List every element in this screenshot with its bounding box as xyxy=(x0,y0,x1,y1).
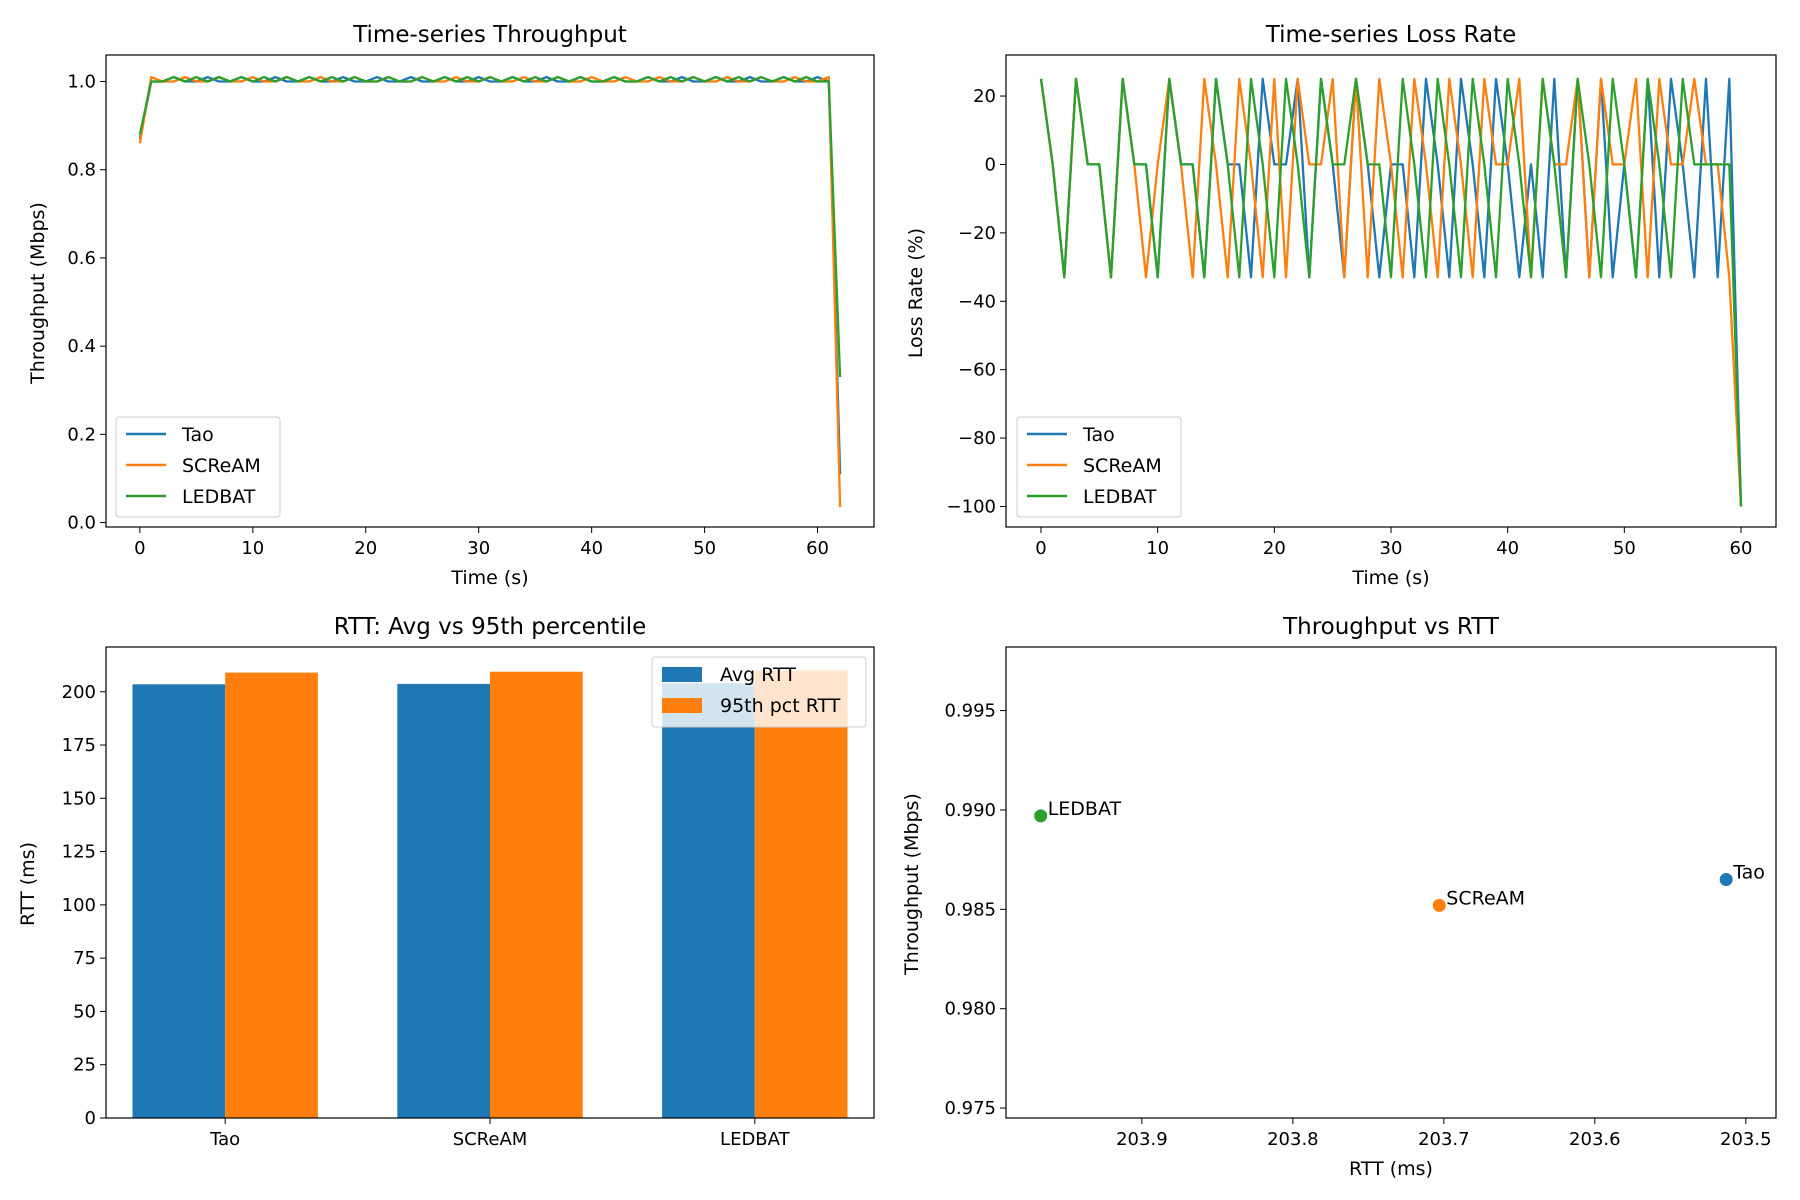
x-tick-label: 40 xyxy=(1496,538,1519,559)
throughput-plot-ylabel: Throughput (Mbps) xyxy=(27,202,49,385)
bar-95th-pct-rtt-ledbat xyxy=(754,670,848,1118)
scatter-point-scream xyxy=(1432,898,1446,912)
legend-label-ledbat: LEDBAT xyxy=(182,486,256,508)
y-tick-label: 0.4 xyxy=(67,336,96,357)
y-tick-label: 0.990 xyxy=(944,800,996,821)
series-line-ledbat xyxy=(1039,77,1743,507)
legend-swatch-avg-rtt xyxy=(662,667,702,682)
bar-avg-rtt-scream xyxy=(397,683,490,1118)
rtt-plot-title: RTT: Avg vs 95th percentile xyxy=(334,614,647,640)
y-tick-label: 50 xyxy=(73,1001,96,1022)
legend-label-95th-rtt: 95th pct RTT xyxy=(720,695,841,717)
y-tick-label: 0.980 xyxy=(944,999,996,1020)
y-tick-label: 0.0 xyxy=(67,513,96,534)
x-tick-label: 60 xyxy=(1730,538,1753,559)
legend-label-avg-rtt: Avg RTT xyxy=(720,664,796,686)
y-tick-label: 20 xyxy=(973,86,996,107)
y-tick-label: 0.6 xyxy=(67,248,96,269)
rtt-legend: Avg RTT 95th pct RTT xyxy=(651,656,867,728)
x-tick-label: 20 xyxy=(1263,538,1286,559)
y-tick-label: 100 xyxy=(62,895,96,916)
x-tick-label: 60 xyxy=(806,538,829,559)
scatter-point-ledbat xyxy=(1034,809,1048,823)
bar-95th-pct-rtt-tao xyxy=(225,672,318,1118)
point-annotation-scream: SCReAM xyxy=(1446,887,1525,909)
loss-legend: Tao SCReAM LEDBAT xyxy=(1016,416,1182,518)
legend-swatch-95th-rtt xyxy=(662,698,702,713)
loss-rate-timeseries-plot: Time-series Loss Rate Time (s) Loss Rate… xyxy=(905,22,1777,589)
x-tick-label: 203.9 xyxy=(1116,1129,1168,1150)
x-tick-label: 203.5 xyxy=(1720,1129,1772,1150)
legend-label-scream: SCReAM xyxy=(1083,455,1162,477)
y-tick-label: −20 xyxy=(958,223,996,244)
bar-avg-rtt-ledbat xyxy=(662,683,755,1118)
category-label-tao: Tao xyxy=(209,1129,240,1150)
loss-plot-ylabel: Loss Rate (%) xyxy=(905,228,927,358)
throughput-plot-title: Time-series Throughput xyxy=(352,22,627,48)
x-tick-label: 0 xyxy=(1035,538,1046,559)
y-tick-label: 75 xyxy=(73,948,96,969)
y-tick-label: 0.985 xyxy=(944,899,996,920)
y-tick-label: 0.975 xyxy=(944,1098,996,1119)
y-tick-label: 200 xyxy=(62,682,96,703)
y-tick-label: 1.0 xyxy=(67,71,96,92)
scatter-plot-title: Throughput vs RTT xyxy=(1282,614,1500,640)
axes-frame xyxy=(105,54,875,528)
category-label-ledbat: LEDBAT xyxy=(720,1129,791,1150)
bar-avg-rtt-tao xyxy=(132,684,226,1118)
point-annotation-tao: Tao xyxy=(1732,862,1765,884)
y-tick-label: 0 xyxy=(85,1108,96,1129)
y-tick-label: −60 xyxy=(958,360,996,381)
x-tick-label: 203.7 xyxy=(1418,1129,1470,1150)
x-tick-label: 30 xyxy=(1380,538,1403,559)
x-tick-label: 50 xyxy=(693,538,716,559)
x-tick-label: 10 xyxy=(1146,538,1169,559)
category-label-scream: SCReAM xyxy=(453,1129,528,1150)
y-tick-label: −100 xyxy=(947,496,996,517)
rtt-plot-ylabel: RTT (ms) xyxy=(17,842,39,926)
rtt-bar-plot: RTT: Avg vs 95th percentile RTT (ms) Avg… xyxy=(17,614,875,1150)
scatter-plot-xlabel: RTT (ms) xyxy=(1349,1158,1433,1180)
y-tick-label: 0 xyxy=(985,154,996,175)
loss-plot-title: Time-series Loss Rate xyxy=(1265,22,1517,48)
y-tick-label: 25 xyxy=(73,1055,96,1076)
x-tick-label: 20 xyxy=(354,538,377,559)
legend-frame xyxy=(115,416,281,518)
y-tick-label: 0.995 xyxy=(944,701,996,722)
legend-label-ledbat: LEDBAT xyxy=(1083,486,1157,508)
y-tick-label: 175 xyxy=(62,735,96,756)
throughput-vs-rtt-plot: Throughput vs RTT RTT (ms) Throughput (M… xyxy=(901,614,1777,1180)
y-tick-label: 150 xyxy=(62,788,96,809)
x-tick-label: 0 xyxy=(134,538,145,559)
y-tick-label: 0.8 xyxy=(67,160,96,181)
throughput-plot-xlabel: Time (s) xyxy=(450,567,528,589)
y-tick-label: −80 xyxy=(958,428,996,449)
legend-label-scream: SCReAM xyxy=(182,455,261,477)
legend-frame xyxy=(1016,416,1182,518)
x-tick-label: 40 xyxy=(580,538,603,559)
x-tick-label: 203.8 xyxy=(1267,1129,1319,1150)
x-tick-label: 10 xyxy=(241,538,264,559)
x-tick-label: 30 xyxy=(467,538,490,559)
legend-label-tao: Tao xyxy=(181,424,214,446)
point-annotation-ledbat: LEDBAT xyxy=(1048,798,1122,820)
scatter-plot-ylabel: Throughput (Mbps) xyxy=(901,793,923,976)
y-tick-label: −40 xyxy=(958,291,996,312)
throughput-timeseries-plot: Time-series Throughput Time (s) Throughp… xyxy=(27,22,875,589)
y-tick-label: 125 xyxy=(62,842,96,863)
x-tick-label: 203.6 xyxy=(1569,1129,1621,1150)
axes-frame xyxy=(1005,646,1777,1119)
throughput-legend: Tao SCReAM LEDBAT xyxy=(115,416,281,518)
legend-label-tao: Tao xyxy=(1082,424,1115,446)
y-tick-label: 0.2 xyxy=(67,424,96,445)
loss-plot-xlabel: Time (s) xyxy=(1351,567,1429,589)
x-tick-label: 50 xyxy=(1613,538,1636,559)
series-line-tao xyxy=(138,75,842,475)
legend-frame xyxy=(651,656,867,728)
bar-95th-pct-rtt-scream xyxy=(490,671,583,1118)
scatter-point-tao xyxy=(1719,873,1733,886)
series-line-ledbat xyxy=(138,75,842,378)
